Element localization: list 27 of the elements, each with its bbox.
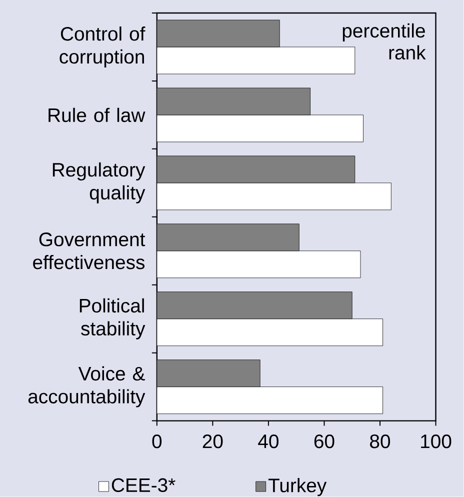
y-tick-label: Voice & accountability xyxy=(28,366,146,408)
x-tick-label: 0 xyxy=(152,434,162,448)
bar xyxy=(157,292,352,320)
x-tick-label: 80 xyxy=(370,434,390,448)
y-tick-label: Political stability xyxy=(80,298,146,340)
bar xyxy=(157,182,392,210)
legend-label: CEE-3* xyxy=(112,478,176,492)
x-tick-label: 40 xyxy=(258,434,279,448)
x-tick-label: 100 xyxy=(421,434,452,448)
bar xyxy=(157,318,384,346)
bar xyxy=(157,20,280,48)
x-tick-label: 20 xyxy=(202,434,223,448)
bar xyxy=(157,156,356,184)
legend-label: Turkey xyxy=(268,478,327,496)
y-tick-label: Rule of law xyxy=(48,108,146,122)
bar xyxy=(157,224,300,252)
bar xyxy=(157,250,361,278)
bar xyxy=(157,360,260,388)
bar xyxy=(157,386,384,414)
y-tick-label: Control of corruption xyxy=(60,26,146,68)
x-tick-label: 60 xyxy=(314,434,334,448)
y-tick-label: Government effectiveness xyxy=(33,232,146,270)
bar xyxy=(157,114,364,142)
y-tick-label: Regulatory quality xyxy=(53,162,146,204)
bar xyxy=(157,46,356,74)
annotation: percentile rank xyxy=(342,23,426,60)
bar xyxy=(157,88,311,116)
